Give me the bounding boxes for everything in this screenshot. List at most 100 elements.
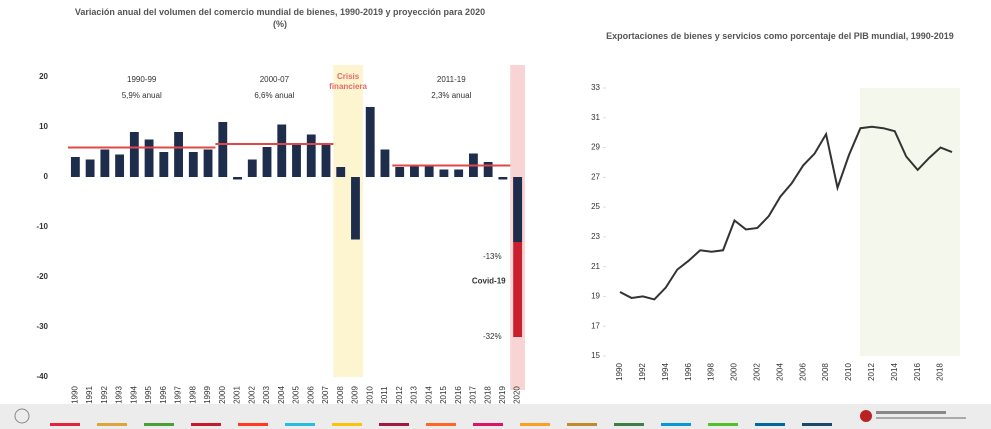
x-tick-label: 1999 [203,386,212,404]
x-tick-label: 2012 [867,363,876,381]
footer-dash [97,423,127,426]
shaded-area [860,88,960,356]
y-tick-label: 31 [591,113,600,122]
y-tick-label: 0 [44,172,49,181]
x-tick-label: 2010 [365,386,374,404]
footer-dash [285,423,315,426]
bar [233,177,242,180]
bar [174,132,183,177]
x-tick-label: 2012 [395,386,404,404]
y-tick-label: 19 [591,292,600,301]
x-tick-label: 2004 [775,363,784,381]
line [619,125,953,301]
period-rate: 6,6% anual [254,91,294,100]
bar [439,169,449,177]
x-tick-label: 2019 [498,386,507,404]
x-tick-label: 2008 [821,363,830,381]
y-tick-label: -40 [36,372,48,381]
bar [483,162,493,177]
y-tick-label: 15 [591,351,600,360]
x-tick-label: 1990 [70,386,79,404]
footer-dash [708,423,738,426]
x-tick-label: 1996 [159,386,168,404]
bar [159,152,169,177]
x-tick-label: 2015 [439,386,448,404]
footer-dash [191,423,221,426]
footer-dash [332,423,362,426]
x-tick-label: 2013 [410,386,419,404]
crisis-label: Crisis financiera [329,72,367,91]
logo-text [876,411,946,414]
x-tick-label: 2002 [752,363,761,381]
footer-dash [426,423,456,426]
bar [351,177,360,240]
bar [498,177,508,180]
x-tick-label: 2000 [730,363,739,381]
projection-bar [513,177,523,337]
footer-dash [755,423,785,426]
logo [14,408,30,424]
footer-dash [379,423,409,426]
x-tick-label: 1990 [615,363,624,381]
bar [292,144,301,177]
x-tick-label: 2014 [424,386,433,404]
x-tick-label: 2016 [454,386,463,404]
x-tick-label: 2004 [277,386,286,404]
data-label: -32% [483,332,502,341]
bar [247,159,257,177]
footer-dash [567,423,597,426]
projection-label: Covid-19 [472,277,506,286]
x-tick-label: 1992 [100,386,109,404]
x-tick-label: 2002 [247,386,256,404]
footer-dash [50,423,80,426]
footer-dash [238,423,268,426]
y-tick-label: 33 [591,83,600,92]
period-label: 2011-19 [437,75,466,84]
period-rate: 2,3% anual [431,91,471,100]
projection-bar [513,177,523,242]
bar [365,107,375,177]
footer-dash [661,423,691,426]
bar [188,152,198,177]
y-tick-label: 10 [39,122,48,131]
logo [860,410,872,422]
bar [336,167,346,177]
x-tick-label: 2008 [336,386,345,404]
y-tick-label: 20 [39,72,48,81]
x-tick-label: 1993 [115,386,124,404]
y-tick-label: -30 [36,322,48,331]
x-tick-label: 1996 [684,363,693,381]
bar [85,159,95,177]
logo-text [876,417,966,419]
bar [306,134,316,177]
bar [454,169,464,177]
x-tick-label: 2011 [380,386,389,404]
bar [129,132,139,177]
x-tick-label: 2018 [936,363,945,381]
bar [380,149,390,177]
y-tick-label: 17 [591,321,600,330]
y-tick-label: -20 [36,272,48,281]
x-tick-label: 2000 [218,386,227,404]
footer-dash [473,423,503,426]
x-tick-label: 2010 [844,363,853,381]
bar [395,167,405,177]
y-tick-label: 29 [591,143,600,152]
period-rate: 5,9% anual [122,91,162,100]
x-tick-label: 1994 [661,363,670,381]
x-tick-label: 2017 [469,386,478,404]
bar [203,149,213,177]
x-tick-label: 1991 [85,386,94,404]
x-tick-label: 1998 [188,386,197,404]
bar [115,154,125,177]
chart-title: Exportaciones de bienes y servicios como… [606,31,954,41]
bar [262,147,272,177]
period-label: 2000-07 [260,75,290,84]
x-tick-label: 2007 [321,386,330,404]
x-tick-label: 2018 [483,386,492,404]
bar [218,122,228,177]
bar [70,157,80,177]
bar [424,164,434,177]
